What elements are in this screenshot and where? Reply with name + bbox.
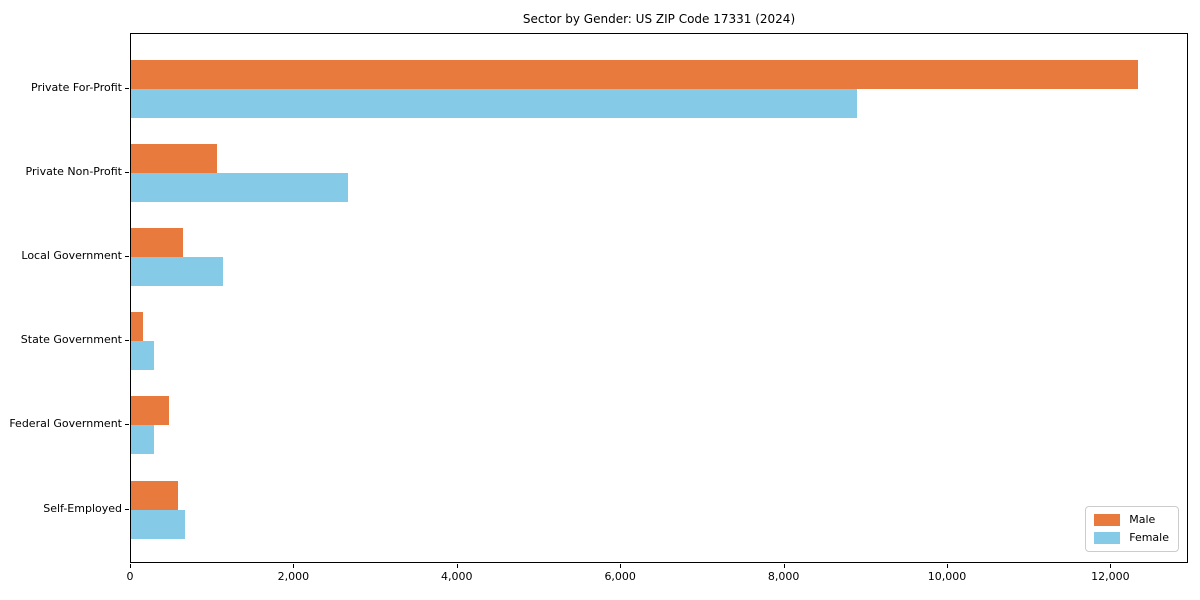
- bar-male-2: [131, 144, 217, 174]
- y-tick-mark: [125, 340, 129, 342]
- bar-female-6: [131, 509, 186, 539]
- x-axis-tick-label: 4,000: [441, 570, 473, 583]
- y-axis-label-2: Private Non-Profit: [25, 165, 122, 179]
- x-axis-tick-label: 12,000: [1091, 570, 1130, 583]
- legend: Male Female: [1085, 506, 1179, 552]
- y-tick-mark: [125, 256, 129, 258]
- y-axis-label-5: Federal Government: [9, 417, 122, 431]
- y-tick-mark: [125, 88, 129, 89]
- x-axis-tick-label: 8,000: [767, 570, 800, 583]
- female-series-swatch: [1094, 532, 1121, 544]
- x-tick-mark: [293, 564, 295, 568]
- legend-label-female: Female: [1129, 531, 1169, 544]
- bar-male-1: [131, 60, 1138, 89]
- bar-female-2: [131, 173, 349, 203]
- x-tick-mark: [456, 564, 458, 568]
- bar-male-4: [131, 312, 144, 342]
- bar-female-4: [131, 341, 154, 371]
- y-axis-label-3: Local Government: [21, 249, 122, 263]
- x-tick-mark: [620, 564, 622, 568]
- bar-male-5: [131, 396, 169, 426]
- y-tick-mark: [125, 424, 129, 426]
- x-axis-tick-label: 10,000: [927, 570, 967, 583]
- male-series-swatch: [1094, 514, 1121, 526]
- plot-area: Male Female: [130, 33, 1188, 563]
- y-axis-label-1: Private For-Profit: [31, 81, 122, 94]
- bar-male-3: [131, 228, 184, 258]
- y-tick-mark: [125, 508, 129, 510]
- x-tick-mark: [947, 564, 948, 568]
- legend-item-male: Male: [1094, 514, 1169, 526]
- x-tick-mark: [130, 564, 131, 568]
- bar-female-3: [131, 257, 224, 287]
- bar-female-1: [131, 89, 858, 118]
- bar-male-6: [131, 480, 178, 510]
- x-axis-tick-label: 2,000: [277, 570, 310, 583]
- x-tick-mark: [1110, 564, 1112, 568]
- y-tick-mark: [125, 172, 129, 174]
- y-axis-label-6: Self-Employed: [43, 501, 122, 515]
- x-tick-mark: [783, 564, 785, 568]
- legend-label-male: Male: [1129, 513, 1156, 526]
- legend-item-female: Female: [1094, 532, 1169, 544]
- bar-female-5: [131, 425, 154, 455]
- x-axis-tick-label: 6,000: [604, 570, 636, 583]
- chart-title: Sector by Gender: US ZIP Code 17331 (202…: [522, 12, 796, 26]
- x-axis-tick-label: 0: [126, 570, 134, 583]
- y-axis-label-4: State Government: [20, 333, 122, 347]
